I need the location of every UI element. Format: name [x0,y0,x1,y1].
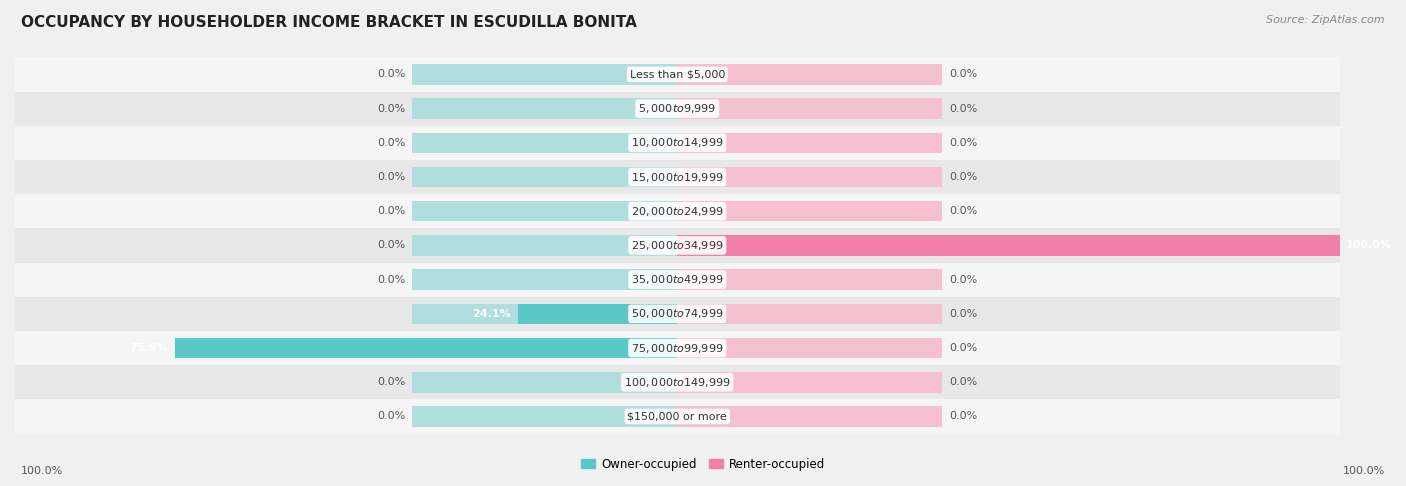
Text: $75,000 to $99,999: $75,000 to $99,999 [631,342,724,355]
Text: 0.0%: 0.0% [377,241,406,250]
Bar [678,406,942,427]
Bar [412,133,678,153]
Bar [15,262,1340,297]
Bar [174,338,678,358]
Text: 100.0%: 100.0% [1346,241,1392,250]
Bar [412,201,678,222]
Text: 100.0%: 100.0% [1343,466,1385,476]
Text: 0.0%: 0.0% [949,206,977,216]
Bar [412,167,678,187]
Text: 0.0%: 0.0% [949,172,977,182]
Bar [412,269,678,290]
Text: $20,000 to $24,999: $20,000 to $24,999 [631,205,724,218]
Bar [678,304,942,324]
Bar [412,372,678,393]
Text: $150,000 or more: $150,000 or more [627,412,727,421]
Bar [15,365,1340,399]
Bar [678,98,942,119]
Text: $15,000 to $19,999: $15,000 to $19,999 [631,171,724,184]
Text: $50,000 to $74,999: $50,000 to $74,999 [631,307,724,320]
Text: $100,000 to $149,999: $100,000 to $149,999 [624,376,731,389]
Text: 0.0%: 0.0% [377,69,406,79]
Text: $5,000 to $9,999: $5,000 to $9,999 [638,102,717,115]
Bar [15,57,1340,91]
Text: 0.0%: 0.0% [377,206,406,216]
Bar [517,304,678,324]
Bar [412,235,678,256]
Text: 0.0%: 0.0% [949,104,977,114]
Bar [412,98,678,119]
Bar [678,235,942,256]
Text: $25,000 to $34,999: $25,000 to $34,999 [631,239,724,252]
Bar [678,235,1340,256]
Bar [15,91,1340,126]
Text: $10,000 to $14,999: $10,000 to $14,999 [631,136,724,149]
Text: 0.0%: 0.0% [949,309,977,319]
Text: 0.0%: 0.0% [949,69,977,79]
Text: 0.0%: 0.0% [377,172,406,182]
Text: Less than $5,000: Less than $5,000 [630,69,725,79]
Bar [15,126,1340,160]
Bar [412,338,678,358]
Bar [678,338,942,358]
Bar [15,228,1340,262]
Text: 0.0%: 0.0% [949,343,977,353]
Bar [678,201,942,222]
Bar [678,372,942,393]
Legend: Owner-occupied, Renter-occupied: Owner-occupied, Renter-occupied [576,453,830,475]
Text: 75.9%: 75.9% [129,343,167,353]
Bar [15,331,1340,365]
Bar [412,406,678,427]
Text: 0.0%: 0.0% [377,104,406,114]
Text: 0.0%: 0.0% [949,377,977,387]
Bar [15,297,1340,331]
Text: 0.0%: 0.0% [949,138,977,148]
Text: 100.0%: 100.0% [21,466,63,476]
Text: 0.0%: 0.0% [377,377,406,387]
Bar [678,269,942,290]
Bar [15,399,1340,434]
Bar [412,304,678,324]
Text: 0.0%: 0.0% [949,275,977,285]
Text: 0.0%: 0.0% [377,138,406,148]
Bar [678,167,942,187]
Text: $35,000 to $49,999: $35,000 to $49,999 [631,273,724,286]
Bar [678,64,942,85]
Text: Source: ZipAtlas.com: Source: ZipAtlas.com [1267,15,1385,25]
Text: OCCUPANCY BY HOUSEHOLDER INCOME BRACKET IN ESCUDILLA BONITA: OCCUPANCY BY HOUSEHOLDER INCOME BRACKET … [21,15,637,30]
Text: 24.1%: 24.1% [472,309,510,319]
Bar [678,133,942,153]
Bar [15,160,1340,194]
Text: 0.0%: 0.0% [949,412,977,421]
Bar [412,64,678,85]
Bar [15,194,1340,228]
Text: 0.0%: 0.0% [377,412,406,421]
Text: 0.0%: 0.0% [377,275,406,285]
